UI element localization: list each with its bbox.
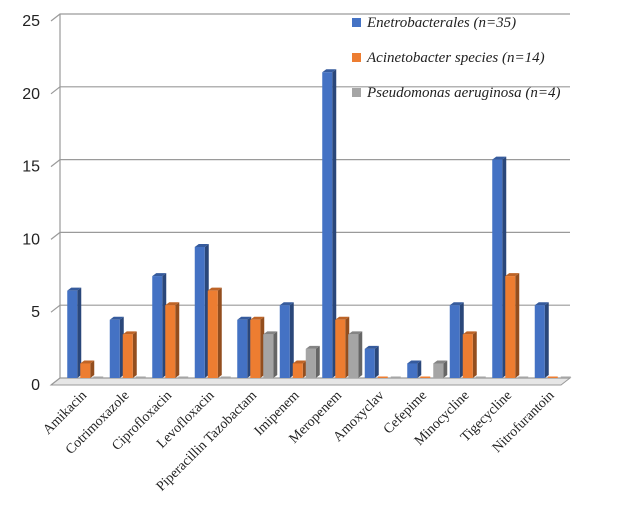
bar — [364, 345, 379, 378]
bar — [165, 302, 180, 378]
bar — [420, 376, 431, 378]
bar — [220, 376, 231, 378]
bar — [322, 69, 337, 379]
legend-swatch — [352, 53, 361, 62]
bar — [292, 360, 307, 378]
bar — [279, 302, 294, 378]
bar — [560, 376, 571, 378]
gridline — [50, 86, 570, 95]
bar — [263, 331, 278, 378]
gridline — [50, 13, 570, 22]
bar — [135, 376, 146, 378]
bar — [390, 376, 401, 378]
bar — [152, 273, 167, 378]
y-tick-label: 0 — [31, 377, 40, 394]
bar — [250, 316, 265, 378]
y-tick-label: 15 — [22, 159, 40, 176]
legend-label: Pseudomonas aeruginosa (n=4) — [366, 85, 560, 101]
bar — [377, 376, 388, 378]
y-tick-label: 10 — [22, 231, 40, 248]
bars — [67, 69, 571, 379]
bar — [178, 376, 189, 378]
y-axis: 0 5 10 15 20 25 — [22, 13, 40, 394]
legend-label: Acinetobacter species (n=14) — [366, 50, 545, 66]
bar — [93, 376, 104, 378]
bar — [305, 345, 320, 378]
bar — [518, 376, 529, 378]
bar — [475, 376, 486, 378]
bar — [505, 273, 520, 378]
gridline — [50, 304, 570, 313]
bar — [194, 243, 209, 378]
legend-swatch — [352, 88, 361, 97]
legend: Enetrobacterales (n=35) Acinetobacter spe… — [352, 15, 560, 101]
bar — [348, 331, 363, 378]
x-axis-labels: AmikacinCotrimoxazoleCiprofloxacinLevofl… — [40, 388, 557, 494]
y-tick-label: 20 — [22, 86, 40, 103]
legend-label: Enetrobacterales (n=35) — [366, 15, 516, 31]
bar — [207, 287, 222, 378]
gridlines — [49, 13, 572, 386]
bar — [109, 316, 124, 378]
y-tick-label: 5 — [31, 304, 40, 321]
bar — [462, 331, 477, 378]
bar — [80, 360, 95, 378]
bar — [547, 376, 558, 378]
bar — [237, 316, 252, 378]
bar — [449, 302, 464, 378]
bar — [335, 316, 350, 378]
bar — [122, 331, 137, 378]
gridline — [50, 159, 570, 168]
bar — [534, 302, 549, 378]
bar — [67, 287, 82, 378]
bar — [492, 156, 507, 378]
legend-swatch — [352, 18, 361, 27]
bar — [433, 360, 448, 378]
bar — [407, 360, 422, 378]
y-tick-label: 25 — [22, 13, 40, 30]
gridline — [50, 231, 570, 240]
chart-floor — [49, 377, 572, 386]
